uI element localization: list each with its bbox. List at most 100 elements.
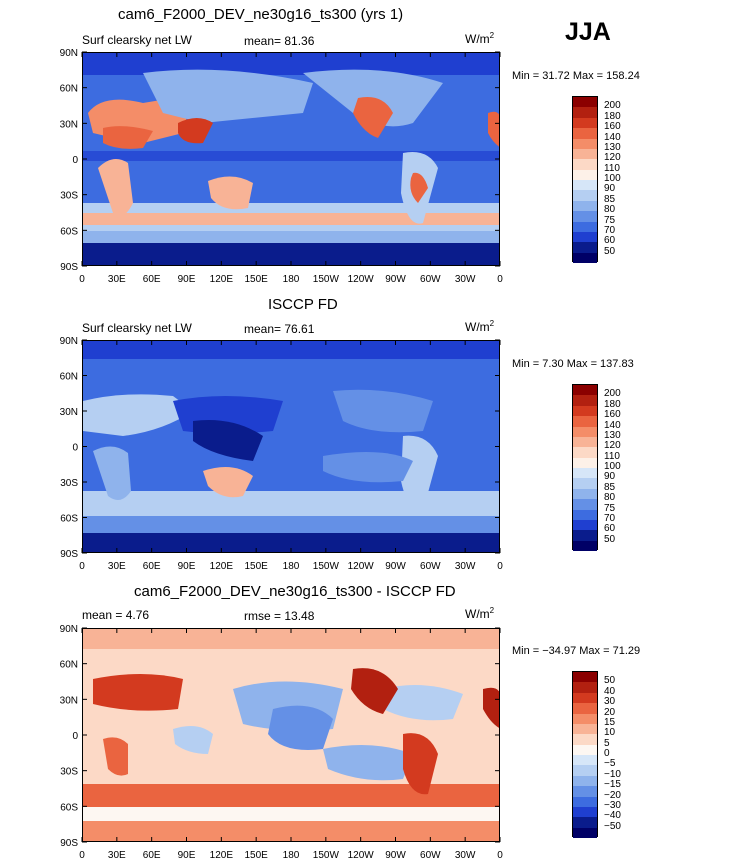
lon-tick-label: 60W — [420, 274, 441, 285]
panel1-variable-label: Surf clearsky net LW — [82, 33, 192, 47]
lon-tick-label: 60E — [143, 850, 161, 861]
lon-tick-label: 0 — [79, 274, 85, 285]
colorbar-label: 110 — [604, 162, 620, 174]
colorbar-label: 10 — [604, 727, 616, 739]
lat-tick-label: 60N — [60, 660, 78, 671]
colorbar-label: 120 — [604, 440, 621, 452]
colorbar-label: 90 — [604, 471, 616, 483]
colorbar-swatch — [573, 385, 597, 396]
colorbar-swatch — [573, 190, 597, 201]
panel1-minmax: Min = 31.72 Max = 158.24 — [512, 70, 640, 82]
lat-tick-label: 30S — [60, 191, 78, 202]
colorbar-label: 180 — [604, 398, 621, 410]
colorbar-swatch — [573, 755, 597, 766]
colorbar-swatch — [573, 211, 597, 222]
colorbar-label: 110 — [604, 450, 620, 462]
colorbar-label: 70 — [604, 224, 616, 236]
colorbar-swatch — [573, 117, 597, 129]
colorbar-swatch — [573, 231, 597, 243]
colorbar-swatch — [573, 405, 597, 417]
colorbar-swatch — [573, 796, 597, 807]
lon-tick-label: 180 — [283, 561, 300, 572]
lon-tick-label: 120W — [348, 561, 375, 572]
colorbar-swatch — [573, 97, 597, 108]
colorbar-label: 5 — [604, 737, 610, 749]
colorbar-label: −20 — [604, 789, 621, 801]
lat-tick-label: 60N — [60, 84, 78, 95]
colorbar-swatch — [573, 499, 597, 510]
lon-tick-label: 150E — [244, 274, 268, 285]
lon-tick-label: 0 — [497, 850, 503, 861]
colorbar-swatch — [573, 107, 597, 118]
colorbar-swatch — [573, 468, 597, 479]
lon-tick-label: 60E — [143, 561, 161, 572]
lon-tick-label: 150E — [244, 561, 268, 572]
lon-tick-label: 180 — [283, 850, 300, 861]
lon-tick-label: 90W — [385, 561, 406, 572]
lon-tick-label: 90E — [178, 274, 196, 285]
colorbar-swatch — [573, 488, 597, 500]
lat-tick-label: 30N — [60, 695, 78, 706]
colorbar-label: 130 — [604, 141, 621, 153]
colorbar-swatch — [573, 148, 597, 160]
lat-tick-label: 60S — [60, 226, 78, 237]
panel2-units: W/m2 — [465, 319, 495, 334]
lat-tick-label: 90S — [60, 549, 78, 560]
lon-tick-label: 0 — [497, 274, 503, 285]
colorbar-label: 85 — [604, 481, 616, 493]
colorbar-swatch — [573, 447, 597, 458]
lat-tick-label: 90S — [60, 838, 78, 849]
panel2-map — [82, 340, 500, 553]
colorbar-swatch — [573, 786, 597, 797]
colorbar-label: 85 — [604, 193, 616, 205]
colorbar-label: 120 — [604, 152, 621, 164]
season-label: JJA — [565, 18, 611, 46]
colorbar-swatch — [573, 128, 597, 139]
colorbar-label: 70 — [604, 512, 616, 524]
panel3-minmax: Min = −34.97 Max = 71.29 — [512, 645, 641, 657]
lat-tick-label: 0 — [72, 443, 78, 454]
colorbar-label: −50 — [604, 820, 621, 832]
colorbar-label: 75 — [604, 502, 616, 514]
colorbar-swatch — [573, 765, 597, 776]
colorbar-label: 15 — [604, 716, 616, 728]
colorbar-label: 80 — [604, 204, 616, 216]
colorbar-swatch — [573, 827, 597, 838]
panel1-units: W/m2 — [465, 31, 495, 46]
colorbar-label: 30 — [604, 696, 616, 708]
colorbar-swatch — [573, 672, 597, 683]
colorbar-label: 75 — [604, 214, 616, 226]
colorbar-swatch — [573, 457, 597, 468]
panel3-map — [82, 628, 500, 842]
panel3-colorbar — [572, 671, 598, 838]
colorbar-swatch — [573, 138, 597, 149]
colorbar-swatch — [573, 692, 597, 704]
colorbar-swatch — [573, 200, 597, 212]
lon-tick-label: 90E — [178, 850, 196, 861]
panel3-title: cam6_F2000_DEV_ne30g16_ts300 - ISCCP FD — [134, 583, 456, 600]
lon-tick-label: 150E — [244, 850, 268, 861]
colorbar-swatch — [573, 775, 597, 787]
colorbar-swatch — [573, 817, 597, 828]
lat-tick-label: 30S — [60, 767, 78, 778]
colorbar-label: 100 — [604, 461, 621, 472]
panel2-mean-label: mean= 76.61 — [244, 322, 315, 336]
lat-tick-label: 30N — [60, 407, 78, 418]
panel3-mean-label: mean = 4.76 — [82, 608, 150, 622]
colorbar-swatch — [573, 530, 597, 541]
lon-tick-label: 30E — [108, 850, 126, 861]
panel1-title: cam6_F2000_DEV_ne30g16_ts300 (yrs 1) — [118, 6, 404, 23]
lon-tick-label: 90E — [178, 561, 196, 572]
lat-tick-label: 30N — [60, 119, 78, 130]
colorbar-swatch — [573, 509, 597, 520]
colorbar-label: 200 — [604, 388, 621, 400]
lon-tick-label: 0 — [79, 850, 85, 861]
colorbar-label: 90 — [604, 183, 616, 195]
lon-tick-label: 30E — [108, 274, 126, 285]
lon-tick-label: 180 — [283, 274, 300, 285]
panel2-title: ISCCP FD — [268, 296, 338, 313]
colorbar-label: 20 — [604, 706, 616, 718]
colorbar-swatch — [573, 180, 597, 191]
colorbar-swatch — [573, 682, 597, 693]
panel2-minmax: Min = 7.30 Max = 137.83 — [512, 358, 634, 370]
